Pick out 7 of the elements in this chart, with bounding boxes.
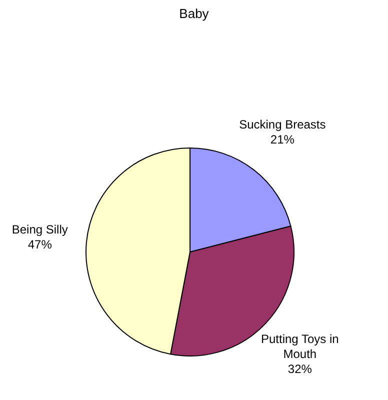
slice-label: Being Silly (12, 222, 68, 236)
data-label: 32% (288, 362, 312, 376)
data-label: 47% (28, 237, 52, 252)
slice-label: Putting Toys in Mouth (261, 332, 339, 362)
slice-label: Sucking Breasts (239, 118, 326, 132)
chart-title: Baby (179, 6, 210, 21)
data-label: 21% (270, 132, 295, 147)
